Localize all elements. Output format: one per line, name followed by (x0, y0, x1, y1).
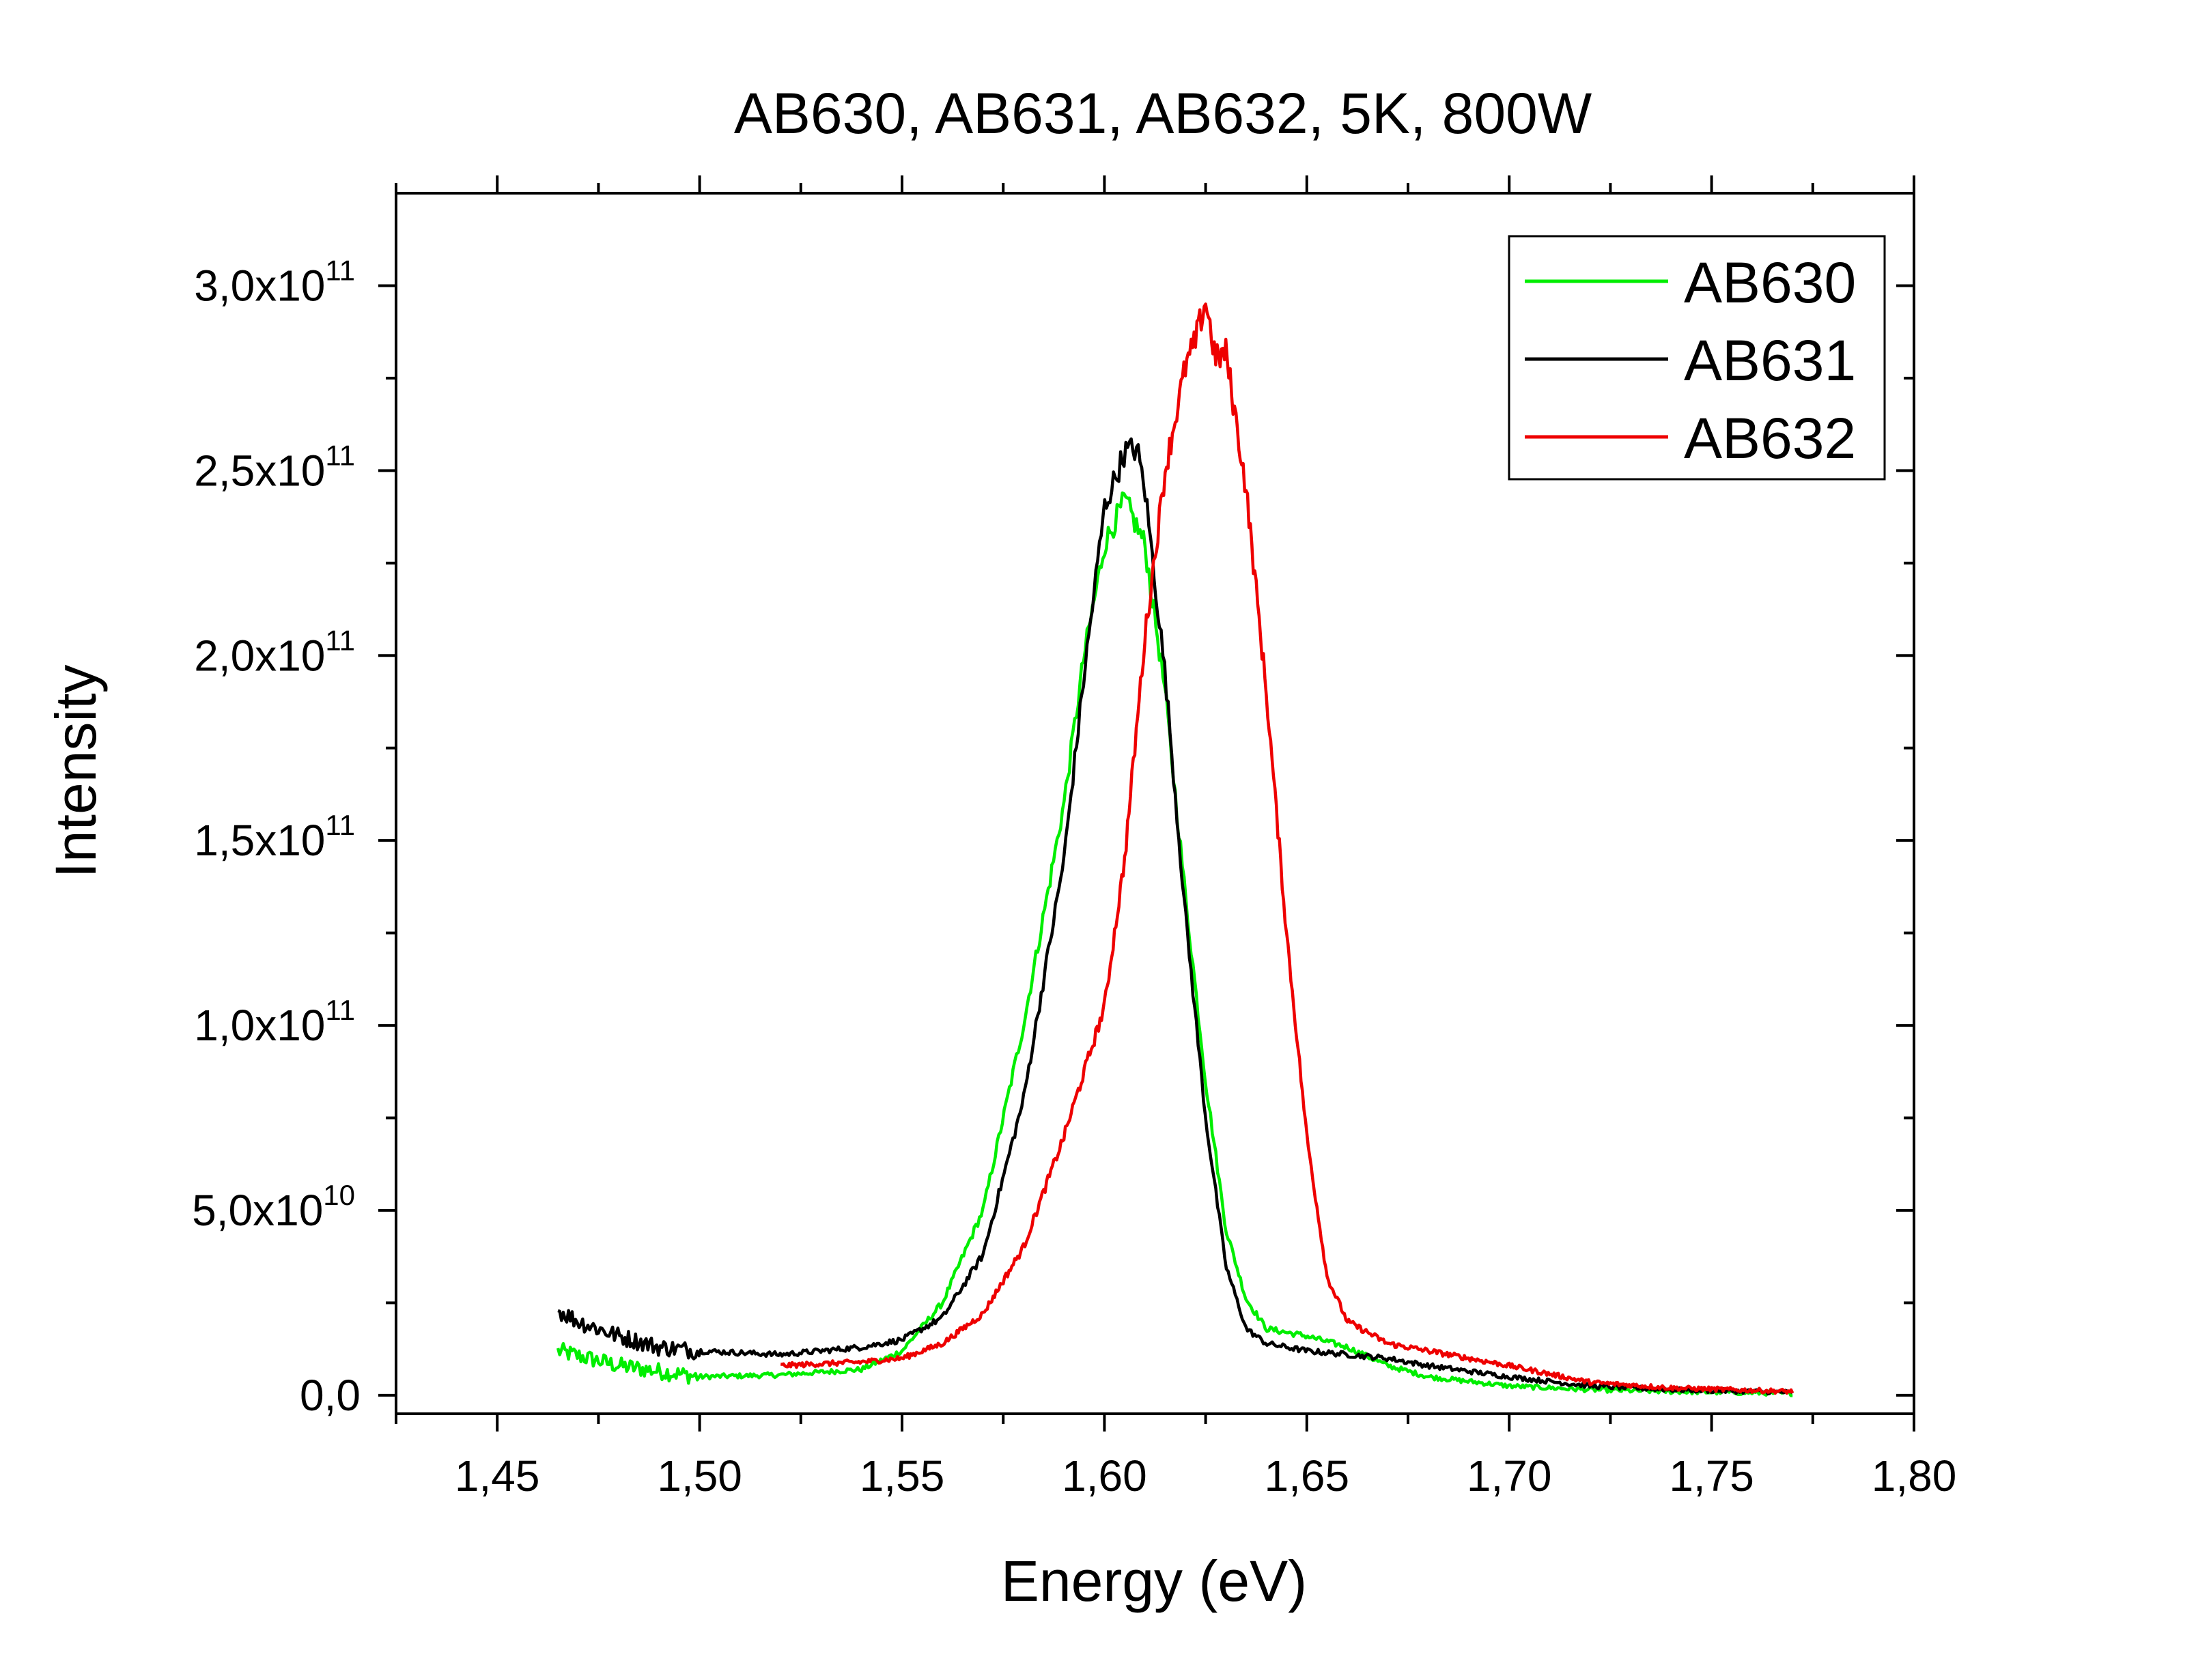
x-tick-label: 1,65 (1265, 1451, 1350, 1500)
y-tick-exponent: 11 (325, 624, 355, 656)
chart-title: AB630, AB631, AB632, 5K, 800W (734, 81, 1592, 145)
y-tick-exponent: 11 (325, 439, 355, 471)
y-tick-label: 0,0 (300, 1371, 361, 1420)
x-tick-label: 1,80 (1872, 1451, 1957, 1500)
series-layer (556, 302, 1794, 1397)
y-tick-label: 1,0x1011 (194, 994, 355, 1050)
y-tick-label: 2,0x1011 (194, 624, 355, 680)
tick-layer (378, 175, 1915, 1432)
series-line-ab630 (556, 491, 1793, 1397)
y-tick-exponent: 11 (325, 254, 355, 286)
y-axis-label: Intensity (44, 665, 108, 879)
x-tick-label: 1,70 (1467, 1451, 1552, 1500)
x-tick-label: 1,55 (860, 1451, 945, 1500)
y-tick-exponent: 10 (323, 1179, 355, 1211)
plot-frame (395, 192, 1915, 1415)
x-tick-label: 1,75 (1669, 1451, 1754, 1500)
y-tick-label: 2,5x1011 (194, 439, 355, 495)
y-tick-labels: 0,0 5,0x1010 1,0x1011 1,5x1011 2,0x1011 2,5x1… (192, 254, 361, 1419)
y-tick-label: 5,0x1010 (192, 1179, 355, 1235)
series-line-ab631 (557, 437, 1794, 1396)
x-axis-label: Energy (eV) (1001, 1549, 1307, 1613)
y-tick-label: 1,5x1011 (194, 809, 355, 865)
y-tick-exponent: 11 (325, 809, 355, 841)
legend-label-ab631: AB631 (1684, 328, 1856, 393)
y-tick-exponent: 11 (325, 994, 355, 1026)
legend-label-ab630: AB630 (1684, 251, 1856, 315)
legend: AB630 AB631 AB632 (1508, 235, 1886, 481)
y-tick-label: 3,0x1011 (194, 254, 355, 310)
x-tick-label: 1,50 (657, 1451, 742, 1500)
x-tick-labels: 1,45 1,50 1,55 1,60 1,65 1,70 1,75 1,80 (455, 1451, 1956, 1500)
series-line-ab632 (780, 302, 1794, 1395)
x-tick-label: 1,45 (455, 1451, 540, 1500)
legend-label-ab632: AB632 (1684, 406, 1856, 470)
x-tick-label: 1,60 (1062, 1451, 1147, 1500)
